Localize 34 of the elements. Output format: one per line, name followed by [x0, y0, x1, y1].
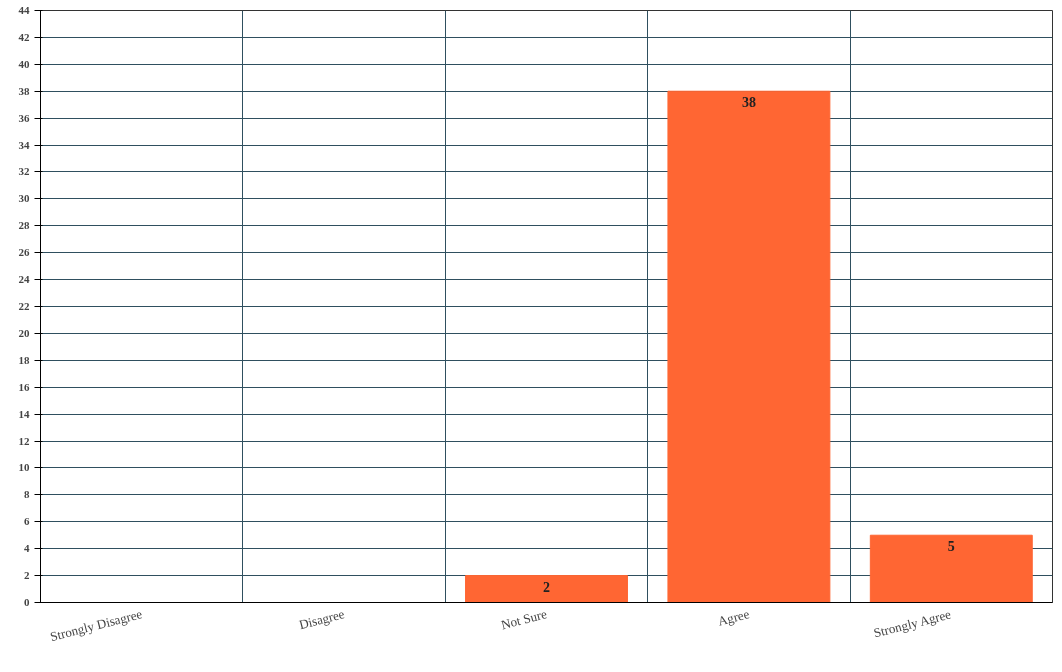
y-tick-label: 18 — [18, 353, 30, 366]
y-tick-label: 36 — [18, 111, 30, 124]
x-tick-label: Strongly Disagree — [48, 606, 144, 645]
bar — [869, 534, 1033, 603]
x-tick-label: Strongly Agree — [872, 606, 953, 641]
y-tick-label: 16 — [18, 380, 30, 393]
y-tick-label: 24 — [18, 273, 30, 286]
y-tick-label: 12 — [18, 434, 30, 447]
y-tick-label: 42 — [18, 30, 30, 43]
y-tick-label: 14 — [18, 407, 30, 420]
y-tick-label: 0 — [24, 596, 30, 608]
y-tick-label: 2 — [24, 569, 30, 582]
y-tick-label: 32 — [18, 165, 30, 178]
y-tick-label: 4 — [24, 542, 30, 555]
y-tick-label: 26 — [18, 246, 30, 259]
y-tick-label: 28 — [18, 219, 30, 232]
bar — [465, 575, 628, 603]
y-tick-label: 8 — [24, 488, 30, 501]
data-label: 38 — [741, 95, 756, 111]
data-label: 5 — [947, 539, 955, 555]
x-tick-label: Agree — [716, 606, 751, 629]
y-tick-label: 20 — [18, 326, 30, 339]
bar — [667, 90, 831, 603]
x-tick-label: Not Sure — [499, 606, 549, 633]
y-tick-label: 34 — [18, 138, 30, 151]
y-tick-label: 44 — [18, 4, 30, 16]
y-tick-label: 40 — [18, 57, 30, 70]
x-tick-label: Disagree — [297, 606, 347, 633]
y-tick-label: 38 — [18, 84, 30, 97]
y-tick-label: 30 — [18, 192, 30, 205]
y-tick-label: 22 — [18, 300, 30, 312]
y-tick-label: 6 — [24, 515, 30, 528]
y-tick-label: 10 — [18, 461, 30, 474]
data-label: 2 — [543, 579, 550, 595]
